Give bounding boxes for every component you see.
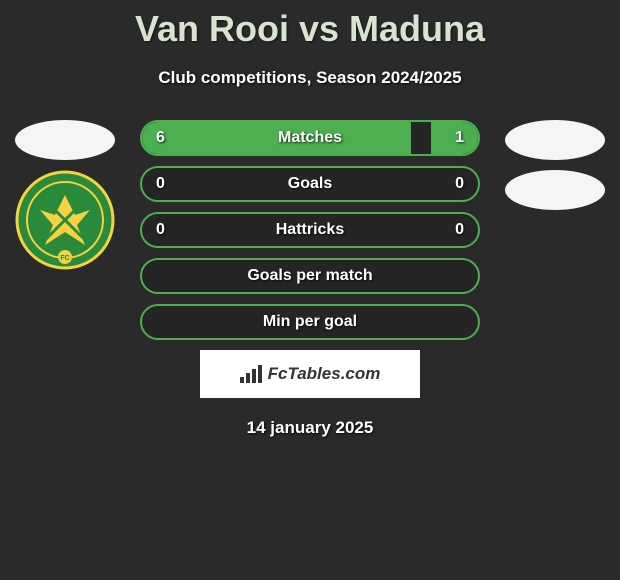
player-left-avatar xyxy=(15,120,115,160)
bars-icon xyxy=(240,365,262,383)
stat-label: Matches xyxy=(142,129,478,147)
stat-row-mpg: Min per goal xyxy=(140,304,480,340)
stat-row-matches: 6 Matches 1 xyxy=(140,120,480,156)
stat-row-gpm: Goals per match xyxy=(140,258,480,294)
stat-right-value: 0 xyxy=(455,221,464,239)
club-left-badge: FC xyxy=(15,170,115,270)
stat-label: Goals xyxy=(142,175,478,193)
stat-label: Hattricks xyxy=(142,221,478,239)
player-right-column xyxy=(500,120,610,220)
player-right-avatar xyxy=(505,120,605,160)
stat-row-goals: 0 Goals 0 xyxy=(140,166,480,202)
stat-right-value: 1 xyxy=(455,129,464,147)
player-left-column: FC xyxy=(10,120,120,270)
brand-logo: FcTables.com xyxy=(200,350,420,398)
stat-row-hattricks: 0 Hattricks 0 xyxy=(140,212,480,248)
page-title: Van Rooi vs Maduna xyxy=(0,0,620,50)
svg-text:FC: FC xyxy=(60,255,69,262)
stat-label: Goals per match xyxy=(142,267,478,285)
stat-label: Min per goal xyxy=(142,313,478,331)
brand-text: FcTables.com xyxy=(268,364,381,384)
comparison-card: Van Rooi vs Maduna Club competitions, Se… xyxy=(0,0,620,580)
subtitle: Club competitions, Season 2024/2025 xyxy=(0,68,620,88)
stats-panel: 6 Matches 1 0 Goals 0 0 Hattricks 0 Goal… xyxy=(140,120,480,438)
date-text: 14 january 2025 xyxy=(140,418,480,438)
club-right-badge-placeholder xyxy=(505,170,605,210)
stat-right-value: 0 xyxy=(455,175,464,193)
